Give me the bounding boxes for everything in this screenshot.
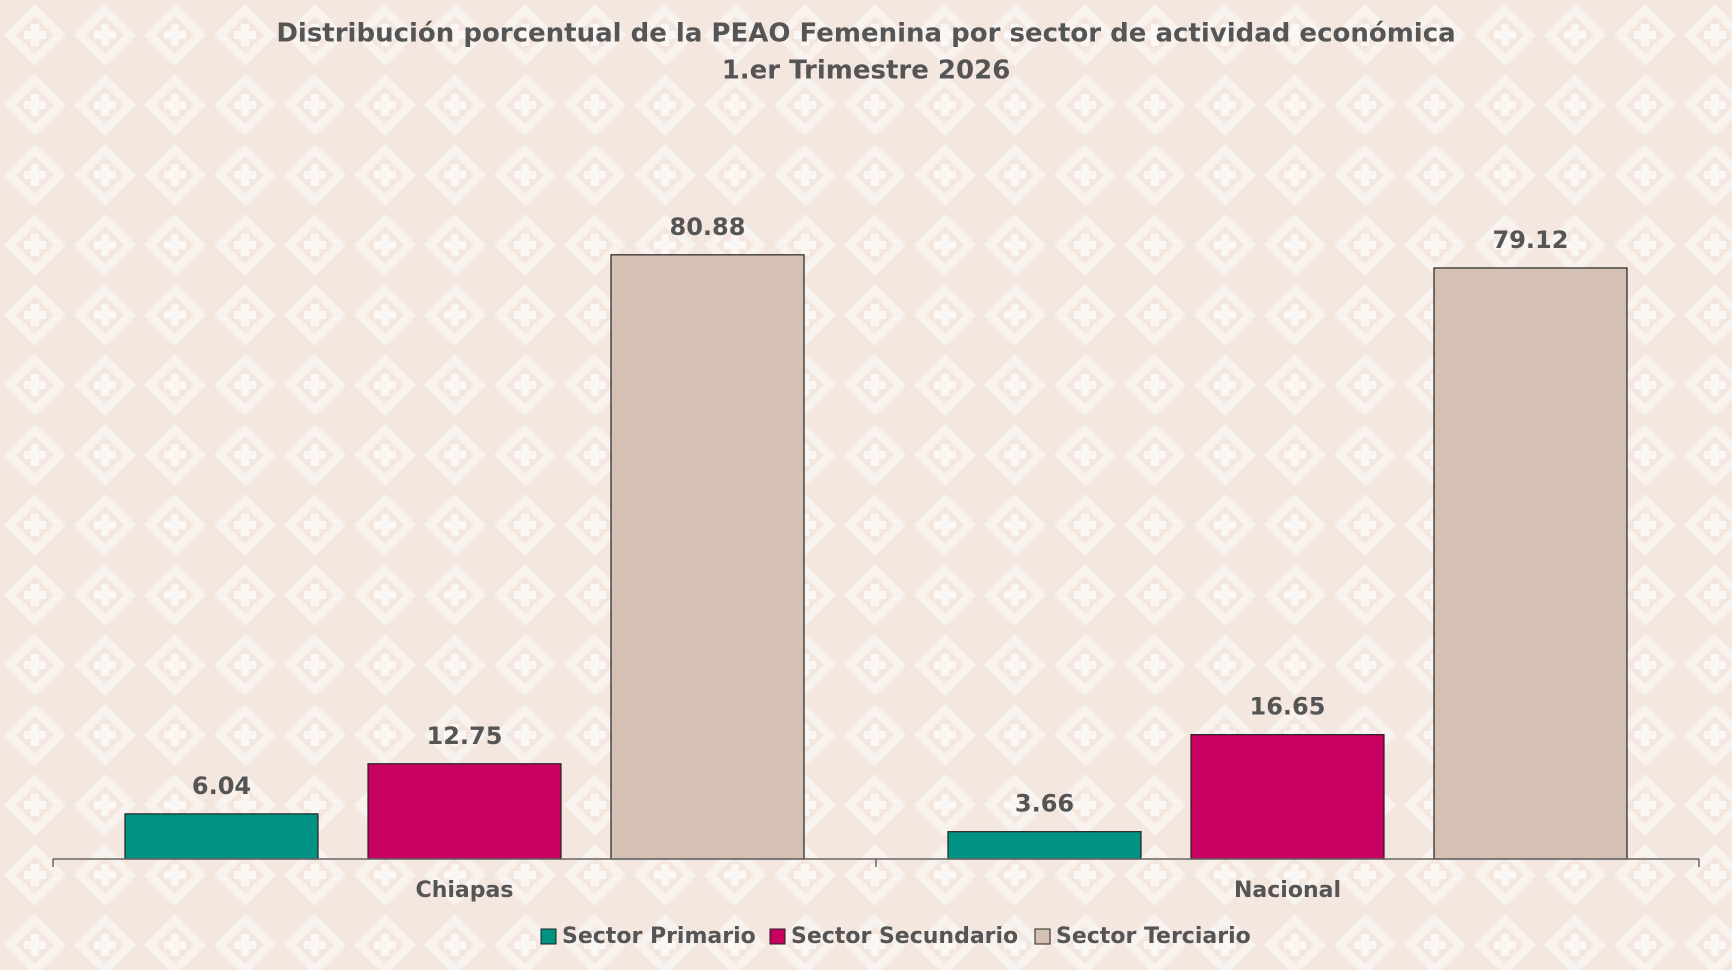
data-label: 3.66 [1015, 790, 1074, 818]
bar [947, 831, 1142, 860]
chart-title: Distribución porcentual de la PEAO Femen… [276, 19, 1455, 49]
x-tick-label: Chiapas [416, 878, 514, 903]
legend-swatch [769, 928, 786, 945]
data-label: 12.75 [427, 722, 503, 750]
x-tick-label: Nacional [1234, 878, 1341, 903]
legend-swatch [540, 928, 557, 945]
bar [610, 254, 805, 860]
data-label: 79.12 [1493, 226, 1569, 254]
data-label: 80.88 [670, 213, 746, 241]
legend-label: Sector Secundario [791, 924, 1018, 949]
legend-label: Sector Primario [562, 924, 756, 949]
legend-label: Sector Terciario [1056, 924, 1251, 949]
bar [367, 763, 562, 860]
data-label: 16.65 [1250, 693, 1326, 721]
bar [1433, 267, 1628, 860]
bar [124, 813, 319, 860]
data-label: 6.04 [192, 772, 251, 800]
chart-subtitle: 1.er Trimestre 2026 [722, 56, 1011, 86]
legend-swatch [1034, 928, 1051, 945]
bar [1190, 734, 1385, 860]
